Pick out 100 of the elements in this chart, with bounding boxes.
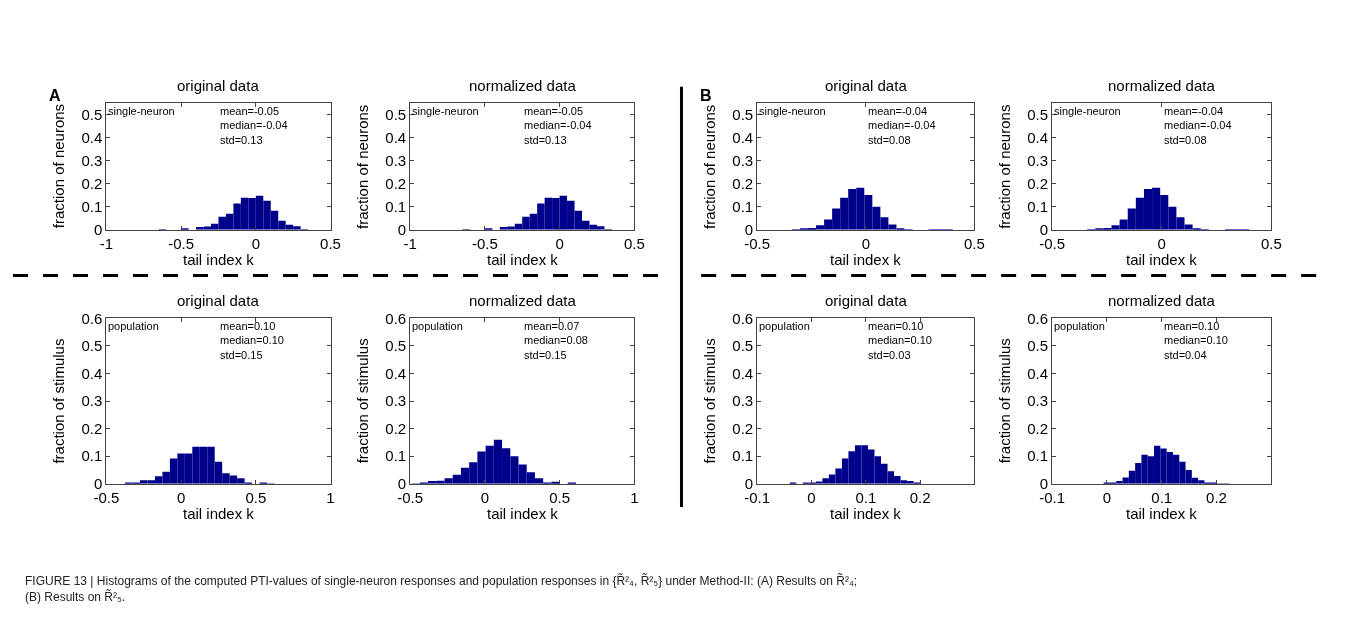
x-tick-label: 0 [861, 234, 870, 252]
y-tick-label: 0.1 [385, 198, 407, 216]
x-tick-label: 1 [326, 488, 335, 506]
annotation: single-neuron [759, 105, 826, 117]
caption: FIGURE 13 | Histograms of the computed PTI-values of single-neuron responses and population responses in {R̃²₄, R̃²₅} under Method-II: (A) Results on R̃²₄; (B) Results on R̃²₅. [25, 573, 858, 604]
y-tick-label: 0.3 [81, 392, 103, 410]
x-axis-title: tail index k [487, 251, 559, 268]
y-axis-title: fraction of neurons [700, 104, 718, 229]
x-tick-label: 0 [176, 488, 186, 506]
y-tick-label: 0.3 [385, 392, 407, 410]
y-tick-label: 0.2 [1027, 175, 1049, 193]
y-tick-label: 0.4 [1027, 364, 1049, 382]
x-axis-title: tail index k [183, 251, 255, 268]
chart-title: normalized data [469, 77, 577, 94]
y-tick-label: 0.4 [81, 129, 103, 147]
annotation: mean=-0.04 median=-0.04 std=0.08 [1164, 105, 1232, 146]
x-tick-label: 0 [807, 488, 816, 506]
x-tick-label: 0.5 [245, 488, 267, 506]
annotation: population [759, 320, 810, 332]
y-tick-label: 0.2 [81, 175, 103, 193]
x-tick-label: 0.5 [1260, 234, 1282, 252]
annotation: mean=-0.04 median=-0.04 std=0.08 [868, 105, 936, 146]
x-axis-title: tail index k [1126, 505, 1198, 522]
y-tick-label: 0.5 [385, 106, 407, 124]
x-tick-label: 1 [630, 488, 639, 506]
x-tick-label: 0 [1157, 234, 1166, 252]
y-tick-label: 0.3 [1027, 392, 1049, 410]
chart-title: normalized data [1108, 77, 1216, 94]
y-axis-title: fraction of stimulus [354, 338, 372, 464]
x-tick-label: 0.2 [909, 488, 931, 506]
y-tick-label: 0.1 [732, 198, 754, 216]
x-axis-title: tail index k [830, 505, 902, 522]
y-axis-title: fraction of stimulus [50, 338, 68, 464]
annotation: population [108, 320, 159, 332]
text: A [49, 87, 61, 104]
y-tick-label: 0.5 [1027, 337, 1049, 355]
y-tick-label: 0.5 [732, 337, 754, 355]
y-tick-label: 0.5 [81, 106, 103, 124]
y-tick-label: 0.2 [1027, 419, 1049, 437]
y-tick-label: 0.5 [385, 337, 407, 355]
annotation: mean=-0.05 median=-0.04 std=0.13 [524, 105, 592, 146]
x-tick-label: 0.5 [549, 488, 571, 506]
y-tick-label: 0.4 [1027, 129, 1049, 147]
chart-title: normalized data [1108, 292, 1216, 309]
y-tick-label: 0.4 [732, 364, 754, 382]
y-tick-label: 0.3 [732, 152, 754, 170]
y-tick-label: 0.6 [81, 309, 103, 327]
x-tick-label: 0 [251, 234, 260, 252]
y-tick-label: 0.2 [385, 175, 407, 193]
y-tick-label: 0.5 [732, 106, 754, 124]
text: B [700, 87, 712, 104]
y-tick-label: 0.1 [1027, 447, 1049, 465]
y-tick-label: 0.4 [81, 364, 103, 382]
chart-title: original data [825, 77, 908, 94]
chart-title: normalized data [469, 292, 577, 309]
y-axis-title: fraction of neurons [49, 103, 67, 229]
x-axis-title: tail index k [183, 505, 255, 522]
y-tick-label: 0.4 [385, 129, 407, 147]
x-tick-label: 0.1 [855, 488, 877, 506]
y-tick-label: 0.6 [732, 309, 754, 327]
x-tick-label: 0 [1102, 488, 1112, 506]
annotation: mean=0.10 median=0.10 std=0.04 [1164, 320, 1228, 361]
annotation: population [1054, 320, 1105, 332]
annotation: single-neuron [108, 105, 175, 117]
x-axis-title: tail index k [1126, 251, 1198, 268]
annotation: mean=0.10 median=0.10 std=0.15 [220, 320, 284, 361]
x-tick-label: 0 [555, 234, 564, 252]
annotation: single-neuron [412, 105, 479, 117]
y-tick-label: 0.3 [732, 392, 754, 410]
y-tick-label: 0.2 [732, 175, 754, 193]
y-tick-label: 0.3 [385, 152, 407, 170]
x-tick-label: -0.5 [471, 234, 498, 252]
y-axis-title: fraction of neurons [353, 104, 371, 229]
y-tick-label: 0.1 [1027, 198, 1049, 216]
y-tick-label: 0.5 [1027, 106, 1049, 124]
x-axis-title: tail index k [487, 505, 559, 522]
y-tick-label: 0.1 [385, 447, 407, 465]
y-axis-title: fraction of stimulus [701, 338, 719, 464]
y-tick-label: 0.2 [385, 419, 407, 437]
annotation: mean=0.10 median=0.10 std=0.03 [868, 320, 932, 361]
x-tick-label: 0.1 [1151, 488, 1173, 506]
chart-title: original data [177, 77, 260, 94]
y-axis-title: fraction of neurons [995, 104, 1013, 229]
chart-title: original data [177, 292, 260, 309]
x-tick-label: 0.5 [964, 234, 985, 252]
y-tick-label: 0.2 [81, 419, 103, 437]
x-tick-label: 0.5 [623, 234, 645, 252]
annotation: population [412, 320, 463, 332]
y-tick-label: 0.1 [81, 447, 103, 465]
x-tick-label: 0 [480, 488, 490, 506]
y-tick-label: 0.4 [385, 364, 407, 382]
y-tick-label: 0.2 [732, 419, 754, 437]
y-tick-label: 0.3 [81, 152, 103, 170]
y-tick-label: 0.1 [81, 198, 103, 216]
y-tick-label: 0.5 [81, 337, 103, 355]
annotation: single-neuron [1054, 105, 1121, 117]
annotation: mean=-0.05 median=-0.04 std=0.13 [220, 105, 288, 146]
x-axis-title: tail index k [830, 251, 902, 268]
chart-title: original data [825, 292, 908, 309]
annotation: mean=0.07 median=0.08 std=0.15 [524, 320, 588, 361]
